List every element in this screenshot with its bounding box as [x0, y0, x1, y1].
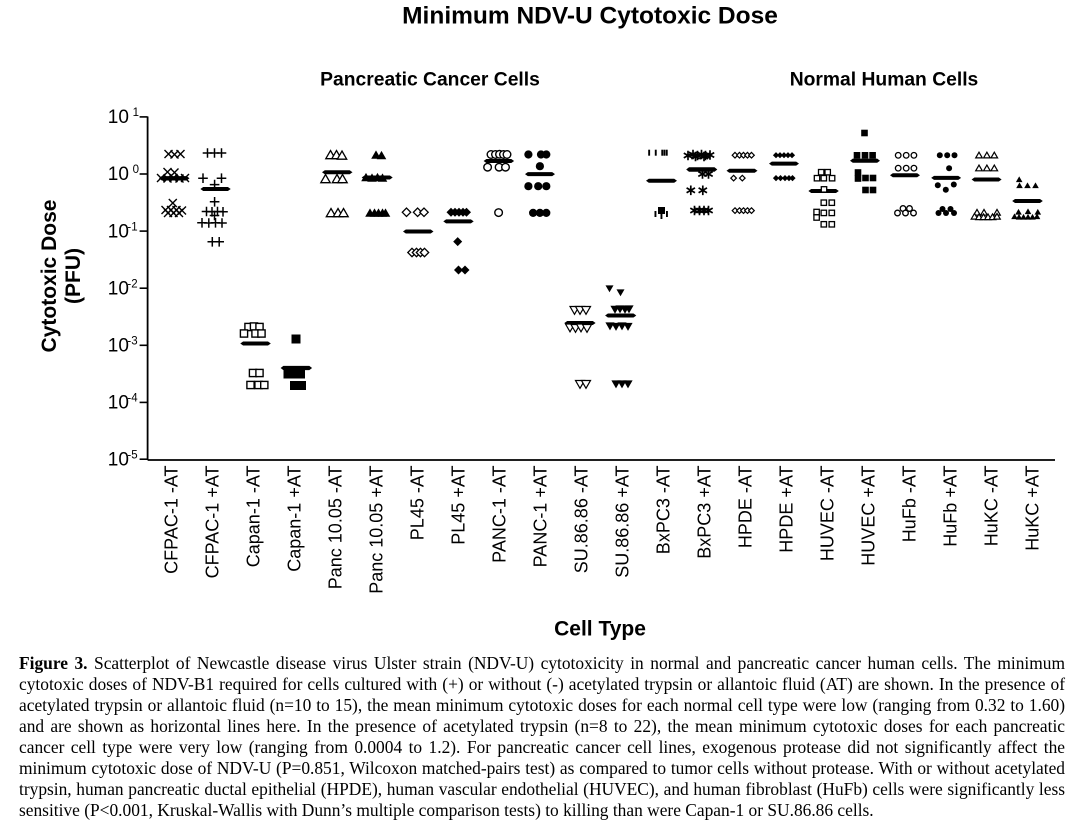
svg-text:(PFU): (PFU): [62, 248, 85, 304]
svg-text:Panc 10.05 -AT: Panc 10.05 -AT: [326, 465, 346, 589]
svg-text:Minimum NDV-U Cytotoxic Dose: Minimum NDV-U Cytotoxic Dose: [402, 3, 778, 30]
svg-text:HuKC -AT: HuKC -AT: [982, 466, 1002, 547]
svg-text:BxPC3 +AT: BxPC3 +AT: [695, 465, 715, 558]
svg-text:1: 1: [133, 107, 139, 119]
svg-text:10: 10: [108, 107, 129, 128]
svg-text:0: 0: [133, 164, 139, 176]
svg-text:PANC-1 +AT: PANC-1 +AT: [531, 465, 551, 567]
svg-text:CFPAC-1 +AT: CFPAC-1 +AT: [203, 466, 223, 579]
svg-text:-2: -2: [127, 278, 137, 290]
svg-text:-3: -3: [127, 336, 137, 348]
svg-text:Capan-1 -AT: Capan-1 -AT: [244, 466, 264, 568]
svg-text:HuKC +AT: HuKC +AT: [1023, 466, 1043, 551]
svg-text:SU.86.86 +AT: SU.86.86 +AT: [613, 466, 633, 578]
svg-text:PL45 -AT: PL45 -AT: [408, 466, 428, 541]
svg-text:-5: -5: [127, 449, 137, 461]
svg-text:Pancreatic Cancer Cells: Pancreatic Cancer Cells: [320, 69, 540, 90]
svg-text:Normal Human Cells: Normal Human Cells: [790, 69, 979, 90]
svg-text:10: 10: [108, 278, 129, 299]
svg-text:HUVEC -AT: HUVEC -AT: [818, 465, 838, 561]
svg-text:-1: -1: [127, 221, 137, 233]
svg-text:HPDE +AT: HPDE +AT: [777, 465, 797, 552]
svg-text:10: 10: [108, 221, 129, 242]
svg-text:HuFb +AT: HuFb +AT: [941, 466, 961, 547]
svg-text:HUVEC +AT: HUVEC +AT: [859, 465, 879, 565]
svg-text:PL45 +AT: PL45 +AT: [449, 465, 469, 544]
svg-text:HPDE -AT: HPDE -AT: [736, 465, 756, 548]
svg-text:10: 10: [108, 164, 129, 185]
svg-text:PANC-1 -AT: PANC-1 -AT: [490, 466, 510, 563]
svg-text:Panc 10.05 +AT: Panc 10.05 +AT: [367, 465, 387, 593]
svg-text:Cytotoxic Dose: Cytotoxic Dose: [38, 200, 61, 353]
svg-text:-4: -4: [127, 393, 138, 405]
svg-text:10: 10: [108, 336, 129, 357]
svg-text:CFPAC-1 -AT: CFPAC-1 -AT: [162, 466, 182, 574]
svg-text:HuFb -AT: HuFb -AT: [900, 466, 920, 543]
svg-text:BxPC3 -AT: BxPC3 -AT: [654, 466, 674, 555]
svg-text:10: 10: [108, 393, 129, 414]
svg-text:SU.86.86 -AT: SU.86.86 -AT: [572, 466, 592, 574]
svg-text:Cell Type: Cell Type: [554, 618, 646, 641]
svg-text:10: 10: [108, 449, 129, 470]
svg-text:Capan-1 +AT: Capan-1 +AT: [285, 466, 305, 572]
